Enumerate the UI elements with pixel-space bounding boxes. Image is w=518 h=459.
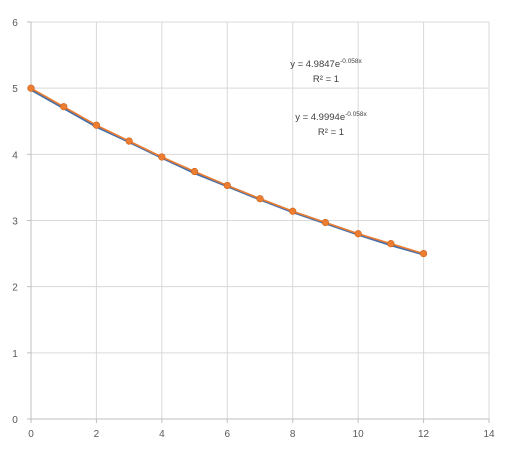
- y-tick-label: 1: [12, 349, 18, 360]
- y-tick-label: 5: [12, 84, 18, 95]
- trendline-equation-2: y = 4.9994e-0.058x: [295, 111, 367, 123]
- trendline-r2-1: R² = 1: [313, 74, 339, 85]
- x-tick-label: 14: [483, 429, 495, 440]
- trendline-equation-1-exponent: -0.058x: [340, 58, 362, 65]
- y-tick-label: 3: [12, 217, 18, 228]
- series-2-point: [419, 249, 428, 258]
- series-2-point: [256, 195, 264, 203]
- y-tick-label: 0: [12, 415, 18, 426]
- gridlines: [31, 21, 490, 419]
- trendline-equation-1-base: y = 4.9847e: [290, 59, 340, 70]
- series-2-point: [321, 218, 330, 227]
- series-2-point: [387, 240, 395, 248]
- x-tick-label: 2: [94, 429, 100, 440]
- series-2-point: [27, 84, 35, 92]
- series-2-point: [125, 137, 133, 145]
- trendline-equation-2-exponent: -0.058x: [345, 111, 367, 118]
- series-2-point: [223, 181, 231, 190]
- x-tick-label: 6: [225, 429, 231, 440]
- x-tick-label: 8: [290, 429, 296, 440]
- series-layer: [27, 84, 428, 258]
- trendline-equation-2-base: y = 4.9994e: [295, 112, 345, 123]
- x-tick-label: 4: [159, 429, 165, 440]
- y-tick-label: 6: [12, 18, 18, 29]
- series-2-point: [92, 121, 101, 129]
- series-2-point: [354, 230, 362, 238]
- series-2-point: [190, 167, 199, 176]
- series-2-point: [158, 153, 166, 161]
- series-2-point: [289, 207, 297, 215]
- x-tick-label: 12: [418, 429, 430, 440]
- y-tick-label: 2: [12, 283, 18, 294]
- trendline-equation-1: y = 4.9847e-0.058x: [290, 58, 362, 70]
- x-tick-label: 10: [353, 429, 365, 440]
- series-2-point: [60, 103, 68, 111]
- y-tick-label: 4: [12, 150, 18, 161]
- trendline-r2-2: R² = 1: [318, 127, 344, 138]
- x-tick-label: 0: [28, 429, 34, 440]
- trendline-labels: y = 4.9847e-0.058x R² = 1 y = 4.9994e-0.…: [290, 58, 367, 138]
